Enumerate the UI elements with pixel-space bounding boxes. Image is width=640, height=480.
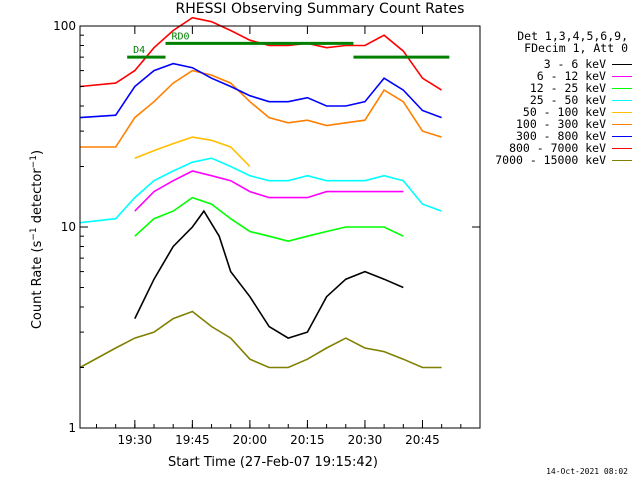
- state-label-1: D4: [133, 45, 145, 56]
- x-axis-label: Start Time (27-Feb-07 19:15:42): [168, 455, 378, 470]
- legend-swatch-1: [612, 76, 632, 77]
- y-label-mid: detector: [30, 168, 46, 228]
- legend-header-line-2: FDecim 1, Att 0: [524, 41, 628, 55]
- series-line-8: [79, 310, 442, 369]
- legend-header-line-1: Det 1,3,4,5,6,9,: [517, 29, 628, 43]
- y-tick-label-0: 1: [68, 421, 76, 435]
- y-label-base: Count Rate (s: [30, 240, 46, 330]
- series-line-6: [79, 62, 442, 119]
- y-tick-label-1: 10: [61, 220, 76, 234]
- legend-swatch-2: [612, 88, 632, 89]
- x-tick-label-0: 19:30: [118, 433, 153, 447]
- legend-entry-label-1: 6 - 12 keV: [536, 69, 606, 83]
- series-line-4: [134, 136, 251, 168]
- legend-entry-label-7: 800 - 7000 keV: [509, 141, 606, 155]
- state-label-0: RD0: [172, 31, 190, 42]
- axes: 19:30 19:45 20:00 20:15 20:30 20:45 1 10 100: [53, 19, 481, 447]
- y-label-sup1: −1: [28, 227, 39, 241]
- x-tick-label-4: 20:30: [348, 433, 383, 447]
- legend-swatch-5: [612, 124, 632, 125]
- legend-swatch-8: [612, 160, 632, 161]
- series-line-5: [80, 69, 442, 148]
- series-line-0: [134, 209, 404, 339]
- generated-timestamp: 14-Oct-2021 08:02: [546, 467, 628, 476]
- chart-title: RHESSI Observing Summary Count Rates: [175, 1, 465, 17]
- legend-swatch-3: [612, 100, 632, 101]
- legend-entry-label-8: 7000 - 15000 keV: [495, 153, 606, 167]
- x-tick-label-1: 19:45: [175, 433, 210, 447]
- y-label-end: ): [30, 149, 46, 156]
- legend-entry-label-0: 3 - 6 keV: [543, 57, 606, 71]
- legend-entry-label-3: 25 - 50 keV: [529, 93, 606, 107]
- y-label-sup2: −1: [28, 155, 39, 169]
- series-line-3: [79, 157, 442, 224]
- plot-area: RD0 D4: [79, 16, 450, 369]
- series-line-1: [134, 170, 404, 212]
- legend-entry-label-4: 50 - 100 keV: [522, 105, 606, 119]
- legend-entry-label-5: 100 - 300 keV: [515, 117, 606, 131]
- legend-swatch-6: [612, 136, 632, 137]
- legend-entry-label-2: 12 - 25 keV: [529, 81, 606, 95]
- x-tick-label-5: 20:45: [405, 433, 440, 447]
- legend-swatch-7: [612, 148, 632, 149]
- y-axis-label: Count Rate (s−1 detector−1): [28, 150, 46, 330]
- legend-swatch-4: [612, 112, 632, 113]
- series-line-7: [79, 16, 443, 91]
- legend-swatch-0: [612, 64, 632, 65]
- legend-entry-label-6: 300 - 800 keV: [515, 129, 606, 143]
- x-tick-label-3: 20:15: [290, 433, 325, 447]
- x-tick-label-2: 20:00: [233, 433, 268, 447]
- series-line-2: [134, 196, 404, 243]
- y-tick-label-2: 100: [53, 19, 76, 33]
